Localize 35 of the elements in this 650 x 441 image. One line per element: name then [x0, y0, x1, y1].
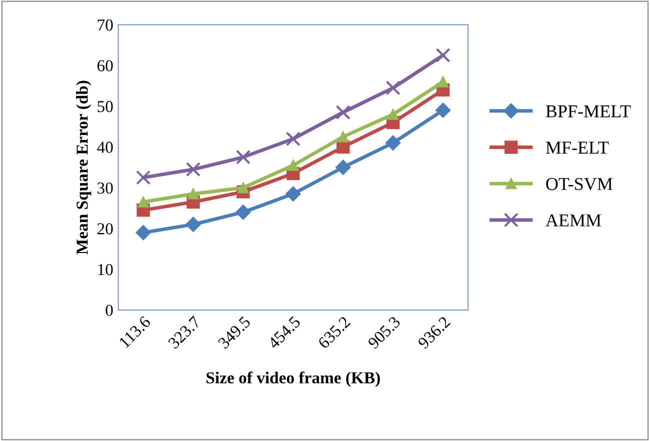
y-tick-label: 20: [98, 223, 113, 234]
legend-label: AEMM: [546, 214, 602, 226]
point: [188, 188, 199, 200]
point: [238, 182, 249, 194]
legend-label: MF-ELT: [546, 142, 609, 154]
y-tick-label: 10: [98, 264, 113, 276]
point: [338, 131, 349, 142]
point: [435, 102, 451, 118]
y-axis-title: Mean Square Error (db): [76, 80, 92, 254]
legend-label: BPF-MELT: [546, 105, 631, 118]
point: [236, 150, 250, 164]
point: [288, 160, 299, 171]
point: [336, 105, 350, 120]
point: [136, 170, 151, 185]
y-tick-label: 60: [97, 60, 113, 72]
point: [388, 108, 399, 120]
point: [436, 48, 450, 63]
y-tick-label: 70: [98, 19, 113, 31]
y-tick-label: 30: [98, 182, 113, 194]
point: [336, 160, 351, 175]
y-tick-label: 0: [106, 304, 113, 316]
point: [437, 76, 449, 88]
point: [236, 204, 251, 220]
point: [385, 135, 401, 150]
point: [286, 132, 300, 146]
legend-label: OT-SVM: [546, 178, 612, 190]
point: [386, 80, 400, 96]
point: [286, 186, 301, 202]
point: [138, 196, 149, 208]
point: [136, 225, 151, 240]
y-tick-label: 40: [97, 142, 113, 153]
point: [186, 162, 201, 177]
x-axis-title: Size of video frame (KB): [206, 372, 380, 387]
point: [186, 216, 201, 232]
y-tick-label: 50: [98, 100, 113, 112]
